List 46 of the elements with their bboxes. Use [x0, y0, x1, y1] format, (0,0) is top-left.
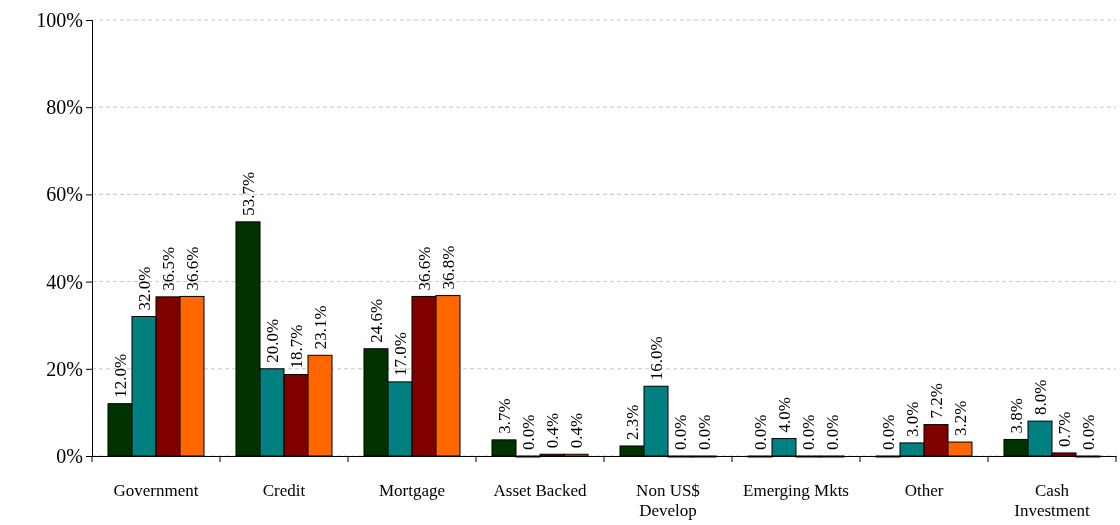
data-label: 0.4%: [543, 412, 562, 449]
x-tick-label: Asset Backed: [493, 481, 587, 500]
data-label: 0.0%: [799, 414, 818, 450]
data-label: 8.0%: [1031, 379, 1050, 416]
data-label: 23.1%: [311, 305, 330, 350]
data-label: 0.0%: [879, 414, 898, 450]
data-label: 36.5%: [159, 246, 178, 291]
data-label: 3.8%: [1007, 398, 1026, 434]
data-label: 24.6%: [367, 298, 386, 343]
x-tick-label: Emerging Mkts: [743, 481, 849, 500]
data-label: 0.4%: [567, 412, 586, 449]
data-label: 0.0%: [695, 414, 714, 450]
data-label: 53.7%: [239, 171, 258, 216]
y-tick-label: 0%: [56, 444, 83, 467]
data-label: 36.6%: [183, 246, 202, 291]
data-label: 32.0%: [135, 266, 154, 311]
y-tick-label: 80%: [46, 96, 83, 119]
y-tick-label: 100%: [36, 8, 83, 31]
data-label: 20.0%: [263, 318, 282, 363]
data-label: 4.0%: [775, 397, 794, 433]
y-tick-label: 20%: [46, 357, 83, 380]
data-label: 7.2%: [927, 383, 946, 419]
data-label: 0.0%: [823, 414, 842, 450]
data-label: 12.0%: [111, 353, 130, 398]
data-label: 18.7%: [287, 324, 306, 369]
data-label: 16.0%: [647, 336, 666, 381]
data-label: 0.0%: [519, 414, 538, 450]
x-tick-label: Other: [904, 481, 944, 500]
data-label: 0.0%: [1079, 414, 1098, 450]
data-label: 3.0%: [903, 401, 922, 437]
x-tick-label: Mortgage: [378, 481, 446, 500]
data-label: 0.0%: [751, 414, 770, 450]
data-label: 0.7%: [1055, 411, 1074, 447]
x-tick-label: Cash Investment: [1014, 481, 1091, 521]
data-label: 17.0%: [391, 331, 410, 376]
data-label: 36.8%: [439, 245, 458, 290]
data-label: 0.0%: [671, 414, 690, 450]
data-label: 3.2%: [951, 400, 970, 437]
y-tick-label: 40%: [46, 270, 83, 293]
y-tick-label: 60%: [46, 183, 83, 206]
x-tick-label: Government: [113, 481, 199, 500]
data-label: 36.6%: [415, 246, 434, 291]
x-tick-label: Credit: [262, 481, 306, 500]
data-label: 3.7%: [495, 398, 514, 434]
data-label: 2.3%: [623, 404, 642, 440]
x-tick-label: Non US$ Develop: [636, 481, 700, 521]
